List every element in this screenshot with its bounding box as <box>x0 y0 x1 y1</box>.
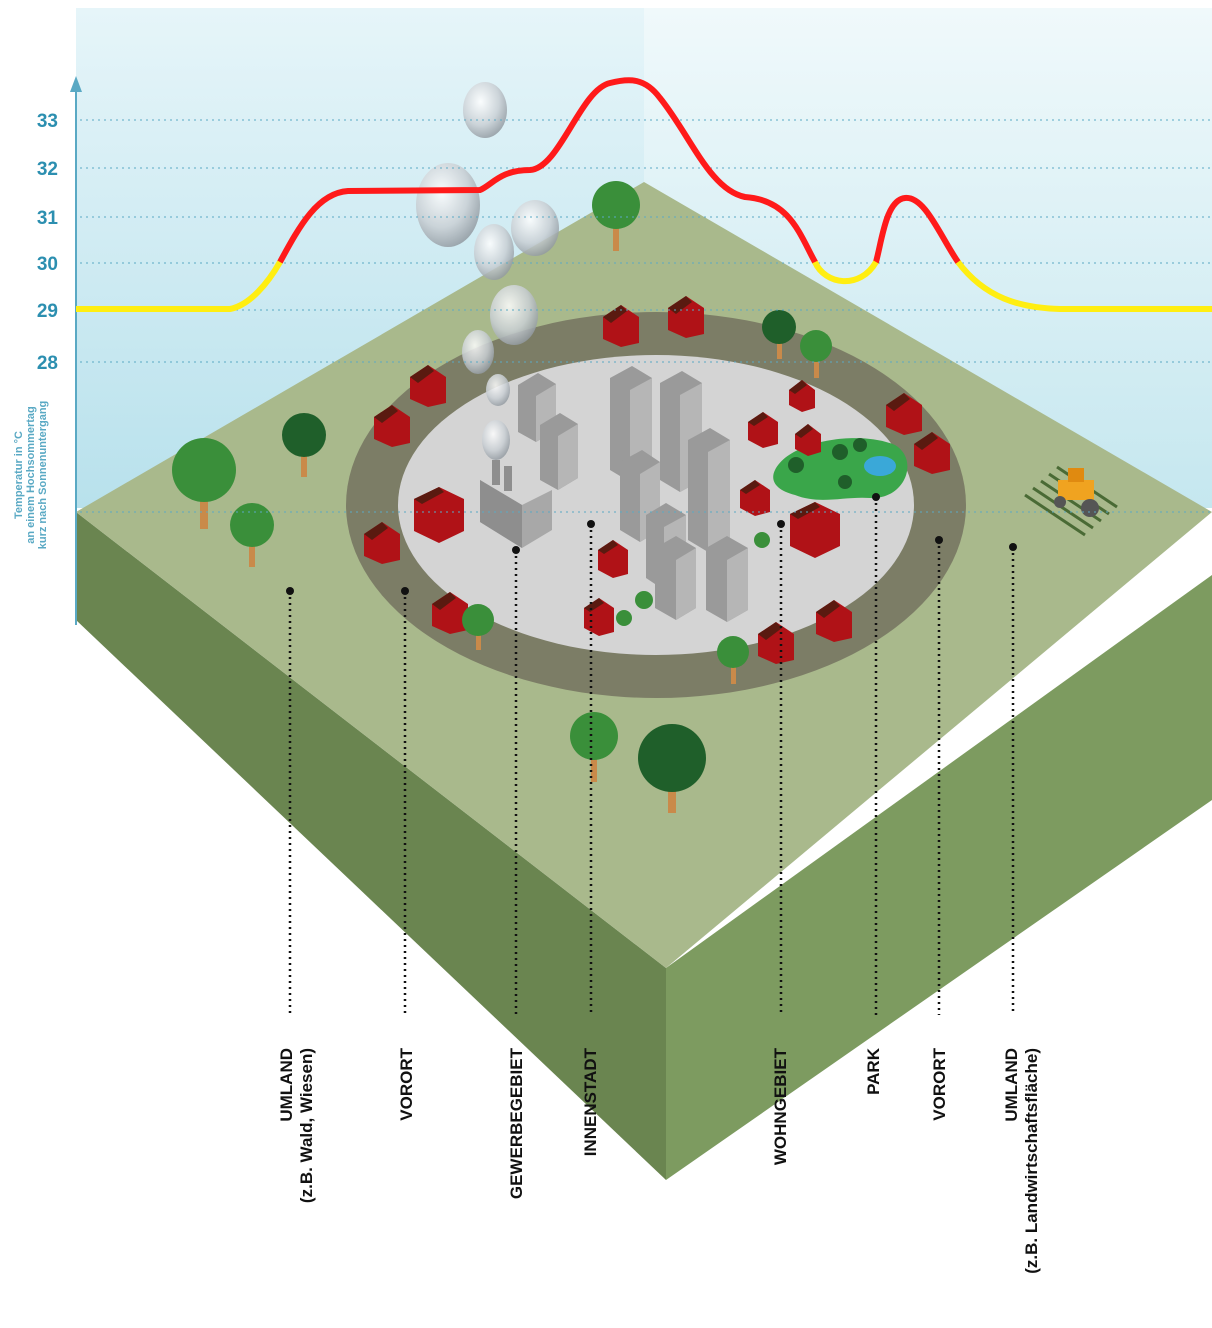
apartment-block <box>414 487 464 543</box>
zone-label-3: INNENSTADT <box>581 1047 600 1156</box>
curve-cool-left <box>76 260 283 312</box>
zone-marker-dot <box>1009 543 1017 551</box>
tick-label: 30 <box>37 254 58 275</box>
zone-label-6: VORORT <box>930 1047 949 1120</box>
zone-markers <box>286 493 1017 1015</box>
curve-hot-segment-2 <box>873 195 961 265</box>
house-icon <box>598 540 628 578</box>
apartment-block <box>790 502 840 558</box>
zone-name: PARK <box>864 1047 883 1095</box>
zone-label-1: VORORT <box>397 1047 416 1120</box>
house-icon <box>795 424 821 456</box>
high-rise-5 <box>688 428 730 552</box>
house-icon <box>364 522 400 564</box>
zone-label-5: PARK <box>864 1047 883 1095</box>
house-icon <box>914 432 950 474</box>
tree-icon <box>172 438 236 529</box>
zone-marker-dot <box>872 493 880 501</box>
zone-name: VORORT <box>930 1047 949 1120</box>
gridlines <box>80 119 1212 513</box>
tree-icon <box>853 438 867 452</box>
zone-label-4: WOHNGEBIET <box>771 1047 790 1165</box>
zone-subtitle: (z.B. Landwirtschaftsfläche) <box>1022 1048 1041 1274</box>
trees <box>172 181 867 813</box>
smoke-plume <box>416 82 559 460</box>
zone-marker-dot <box>587 520 595 528</box>
tree-icon <box>282 413 326 477</box>
zone-marker-dot <box>401 587 409 595</box>
zone-name: VORORT <box>397 1047 416 1120</box>
curve-cool-right <box>955 260 1212 312</box>
zone-labels: UMLAND (z.B. Wald, Wiesen) VORORT GEWERBEGE… <box>277 1047 1041 1273</box>
curve-cool-park <box>812 260 879 285</box>
tick-label: 33 <box>37 111 58 132</box>
axis-title-line2: an einem Hochsommertag <box>25 406 37 544</box>
factory-building <box>480 460 552 548</box>
tree-icon <box>717 636 749 684</box>
zone-name: INNENSTADT <box>581 1047 600 1156</box>
high-rise-8 <box>655 536 696 620</box>
houses <box>364 296 950 664</box>
tick-label: 31 <box>37 208 59 229</box>
zone-label-0: UMLAND (z.B. Wald, Wiesen) <box>277 1048 316 1203</box>
house-icon <box>758 622 794 664</box>
temperature-curve <box>76 77 1212 312</box>
tree-icon <box>230 503 274 567</box>
tick-label: 28 <box>37 353 58 374</box>
zone-name: GEWERBEGEBIET <box>507 1047 526 1199</box>
temperature-axis: 33 32 31 30 29 28 Temperatur in °C an einem H… <box>13 76 1212 625</box>
zone-subtitle: (z.B. Wald, Wiesen) <box>297 1048 316 1203</box>
tick-labels: 33 32 31 30 29 28 <box>37 111 59 374</box>
tree-icon <box>754 532 770 548</box>
tree-icon <box>635 591 653 609</box>
tick-label: 29 <box>37 301 58 322</box>
tree-icon <box>788 457 804 473</box>
house-icon <box>740 480 770 516</box>
axis-arrow-icon <box>70 76 82 92</box>
ground-side-left <box>76 512 666 1180</box>
house-icon <box>748 412 778 448</box>
tree-icon <box>832 444 848 460</box>
tractor-icon <box>1054 468 1099 517</box>
zone-name: UMLAND <box>1002 1048 1021 1122</box>
axis-title-line3: kurz nach Sonnenuntergang <box>37 401 49 550</box>
zone-label-2: GEWERBEGEBIET <box>507 1047 526 1199</box>
curve-hot-segment <box>277 77 818 265</box>
tree-icon <box>838 475 852 489</box>
house-icon <box>374 405 410 447</box>
high-rise-2 <box>540 413 578 490</box>
tree-icon <box>616 610 632 626</box>
zone-name: UMLAND <box>277 1048 296 1122</box>
park-pond <box>864 456 896 476</box>
axis-title-line1: Temperatur in °C <box>13 431 25 519</box>
zone-marker-dot <box>777 520 785 528</box>
tick-label: 32 <box>37 159 58 180</box>
zone-marker-dot <box>286 587 294 595</box>
house-icon <box>789 380 815 412</box>
high-rise-9 <box>706 536 748 622</box>
city-buildings <box>480 366 748 622</box>
zone-marker-dot <box>512 546 520 554</box>
tree-icon <box>762 310 796 359</box>
zone-name: WOHNGEBIET <box>771 1047 790 1165</box>
tree-icon <box>462 604 494 650</box>
tree-icon <box>638 724 706 813</box>
tree-icon <box>800 330 832 378</box>
house-icon <box>432 592 468 634</box>
house-icon <box>816 600 852 642</box>
zone-marker-dot <box>935 536 943 544</box>
tree-icon <box>570 712 618 782</box>
house-icon <box>886 393 922 435</box>
zone-label-7: UMLAND (z.B. Landwirtschaftsfläche) <box>1002 1048 1041 1274</box>
house-icon <box>410 365 446 407</box>
